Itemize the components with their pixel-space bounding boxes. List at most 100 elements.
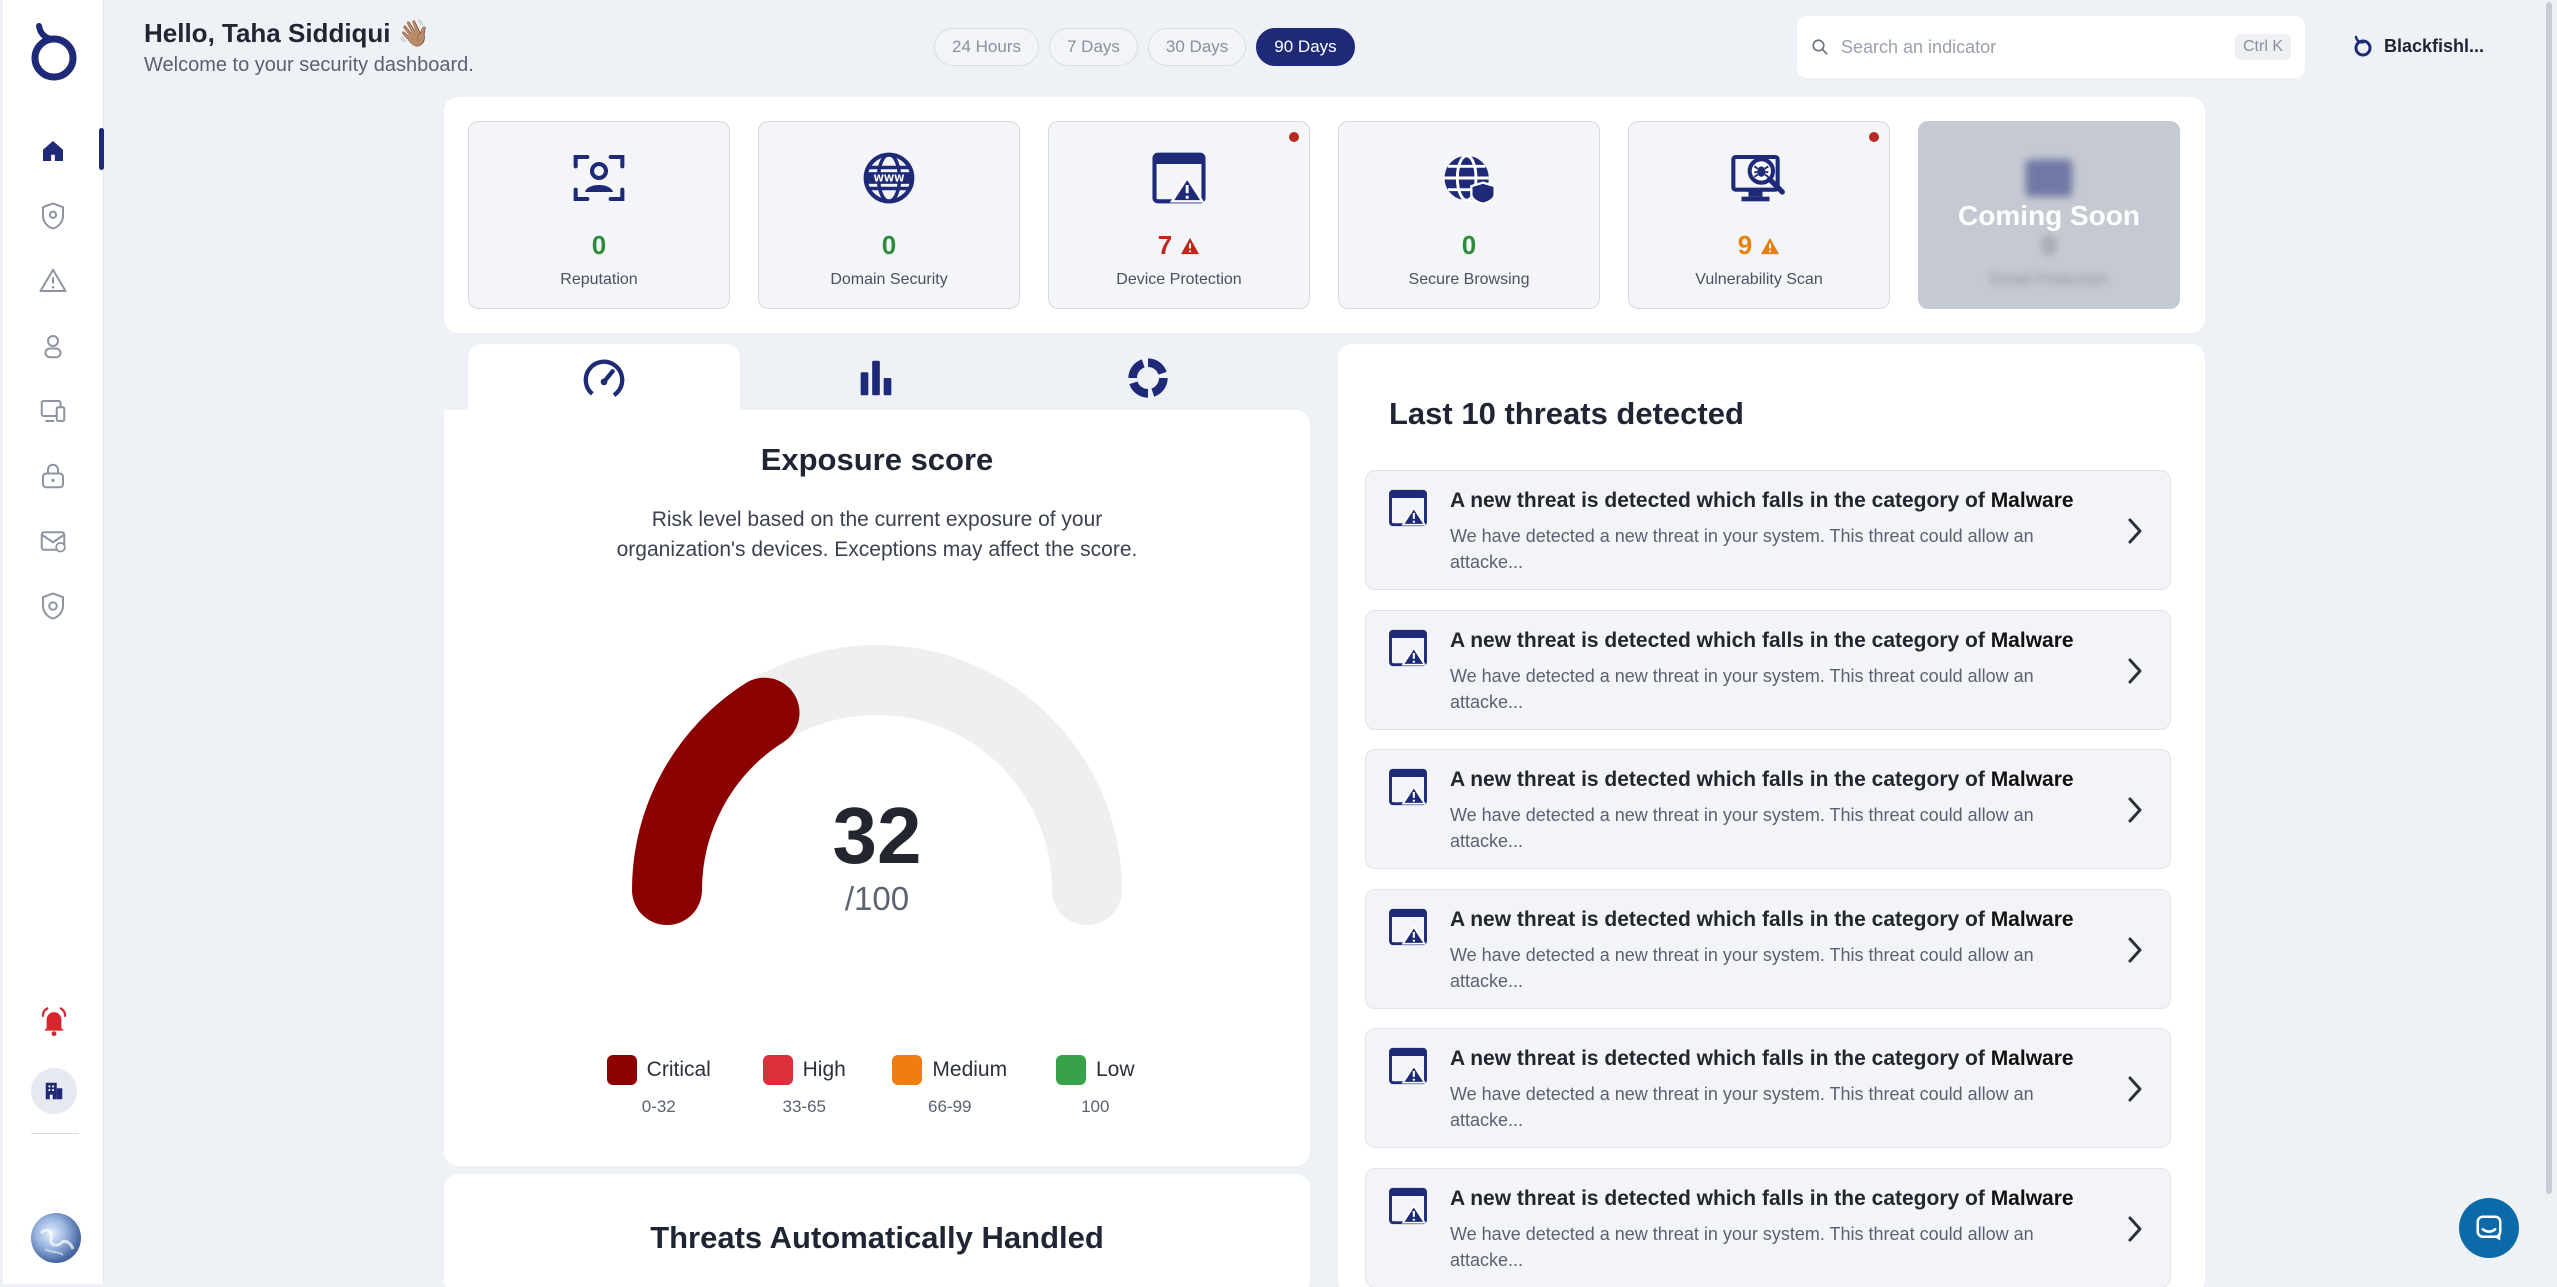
reputation-icon <box>573 154 625 202</box>
nav-devices-icon[interactable] <box>37 395 69 427</box>
svg-text:WWW: WWW <box>874 174 905 185</box>
range-7-days-button[interactable]: 7 Days <box>1048 28 1138 66</box>
threats-title: Last 10 threats detected <box>1389 396 1744 431</box>
chevron-right-icon <box>2128 1076 2142 1102</box>
search-input[interactable] <box>1841 36 2235 58</box>
device-protection-icon <box>1152 152 1206 204</box>
organization-name: Blackfishl... <box>2384 35 2485 56</box>
range-30-days-button[interactable]: 30 Days <box>1147 28 1247 66</box>
threat-title-text: A new threat is detected which falls in … <box>1450 907 1985 931</box>
exposure-score-panel: Exposure score Risk level based on the c… <box>444 410 1310 1166</box>
chevron-right-icon <box>2128 518 2142 544</box>
threat-device-icon <box>1389 1047 1427 1085</box>
time-range-selector: 24 Hours 7 Days 30 Days 90 Days <box>934 28 1355 66</box>
threat-item[interactable]: A new threat is detected which falls in … <box>1365 1167 2171 1287</box>
device-protection-value-row: 7 <box>1049 230 1309 261</box>
chat-icon <box>2476 1215 2502 1241</box>
threat-title: A new threat is detected which falls in … <box>1450 768 2074 792</box>
exposure-title: Exposure score <box>760 442 994 477</box>
sidebar-divider <box>31 1133 79 1134</box>
domain-security-value: 0 <box>881 230 897 260</box>
domain-icon: WWW <box>863 152 915 204</box>
threat-category: Malware <box>1990 768 2074 791</box>
notification-bell-icon[interactable] <box>39 1006 69 1038</box>
threat-description: We have detected a new threat in your sy… <box>1450 1084 2034 1130</box>
email-protection-card: 0 Email Protection Coming Soon <box>1918 121 2180 309</box>
search-box[interactable]: Ctrl K <box>1797 16 2305 78</box>
threat-item[interactable]: A new threat is detected which falls in … <box>1365 749 2171 869</box>
tab-donut-chart[interactable] <box>1012 344 1284 412</box>
threat-device-icon <box>1389 768 1427 806</box>
threat-item[interactable]: A new threat is detected which falls in … <box>1365 609 2171 730</box>
threat-item[interactable]: A new threat is detected which falls in … <box>1365 1028 2171 1148</box>
reputation-label: Reputation <box>560 271 638 288</box>
vulnerability-scan-label: Vulnerability Scan <box>1695 271 1823 288</box>
chevron-right-icon <box>2128 797 2142 823</box>
device-protection-card[interactable]: 7 Device Protection <box>1048 121 1310 309</box>
domain-security-card[interactable]: WWW 0 Domain Security <box>758 121 1020 309</box>
legend-medium-label: Medium <box>932 1058 1008 1081</box>
exposure-description: Risk level based on the current exposure… <box>616 508 1138 561</box>
chevron-right-icon <box>2128 658 2142 683</box>
nav-users-icon[interactable] <box>37 330 69 362</box>
device-protection-label: Device Protection <box>1116 271 1242 288</box>
nav-alerts-icon[interactable] <box>37 265 69 297</box>
nav-lock-icon[interactable] <box>37 460 69 492</box>
vulnerability-scan-value-row: 9 <box>1629 230 1889 261</box>
legend-high-range: 33-65 <box>782 1097 826 1116</box>
threat-title: A new threat is detected which falls in … <box>1450 908 2074 932</box>
tab-gauge[interactable] <box>468 344 740 412</box>
threat-title-text: A new threat is detected which falls in … <box>1450 628 1985 652</box>
range-90-days-button[interactable]: 90 Days <box>1256 28 1355 66</box>
vulnerability-alert-dot <box>1869 132 1879 142</box>
vulnerability-scan-card[interactable]: 9 Vulnerability Scan <box>1628 121 1890 309</box>
legend-low-range: 100 <box>1081 1097 1110 1116</box>
brand-logo-icon[interactable] <box>27 22 79 84</box>
range-24-hours-button[interactable]: 24 Hours <box>934 28 1039 66</box>
security-modules-panel: 0 Reputation WWW 0 Domain Security 7 Dev… <box>444 97 2205 333</box>
threat-title-text: A new threat is detected which falls in … <box>1450 1047 1985 1070</box>
threat-category: Malware <box>1990 628 2074 652</box>
vulnerability-scan-value: 9 <box>1737 230 1753 260</box>
globe-avatar-icon <box>39 1228 75 1256</box>
email-protection-icon <box>2025 159 2073 197</box>
threat-item[interactable]: A new threat is detected which falls in … <box>1365 470 2171 590</box>
threat-device-icon <box>1389 1187 1427 1224</box>
threat-title: A new threat is detected which falls in … <box>1450 1187 2074 1211</box>
threat-category: Malware <box>1990 1186 2074 1210</box>
vulnerability-scan-icon <box>1731 154 1785 202</box>
threat-title: A new threat is detected which falls in … <box>1450 629 2074 653</box>
threat-device-icon <box>1389 489 1427 527</box>
legend-low: Low 100 <box>1023 1055 1169 1117</box>
nav-reputation-icon[interactable] <box>37 200 69 232</box>
chat-support-button[interactable] <box>2459 1198 2519 1258</box>
threat-category: Malware <box>1990 489 2074 512</box>
device-protection-alert-dot <box>1289 132 1299 142</box>
page-scrollbar[interactable] <box>2546 2 2552 1194</box>
legend-critical: Critical 0-32 <box>586 1055 732 1117</box>
threat-device-icon <box>1389 629 1427 666</box>
threat-title-text: A new threat is detected which falls in … <box>1450 768 1985 791</box>
threat-device-icon <box>1389 908 1427 945</box>
legend-critical-range: 0-32 <box>641 1097 676 1116</box>
reputation-card[interactable]: 0 Reputation <box>468 121 730 309</box>
bar-chart-icon <box>860 360 892 396</box>
legend-critical-label: Critical <box>646 1058 711 1081</box>
legend-medium: Medium 66-99 <box>877 1055 1023 1117</box>
legend-medium-range: 66-99 <box>928 1097 972 1116</box>
organization-switcher-button[interactable] <box>31 1068 77 1114</box>
secure-browsing-card[interactable]: 0 Secure Browsing <box>1338 121 1600 309</box>
sidebar <box>3 0 104 1284</box>
exposure-score-value: 32 <box>832 791 922 880</box>
threat-item[interactable]: A new threat is detected which falls in … <box>1365 888 2171 1009</box>
tab-bar-chart[interactable] <box>740 344 1012 412</box>
active-nav-indicator <box>99 128 104 170</box>
organization-menu[interactable]: Blackfishl... <box>2350 34 2484 58</box>
nav-home-icon[interactable] <box>37 135 69 167</box>
legend-high: High 33-65 <box>732 1055 878 1117</box>
nav-email-icon[interactable] <box>37 525 69 557</box>
user-avatar[interactable] <box>31 1213 81 1263</box>
nav-security-settings-icon[interactable] <box>37 590 69 622</box>
exposure-score-max: /100 <box>844 880 910 917</box>
warning-icon <box>1181 237 1200 254</box>
